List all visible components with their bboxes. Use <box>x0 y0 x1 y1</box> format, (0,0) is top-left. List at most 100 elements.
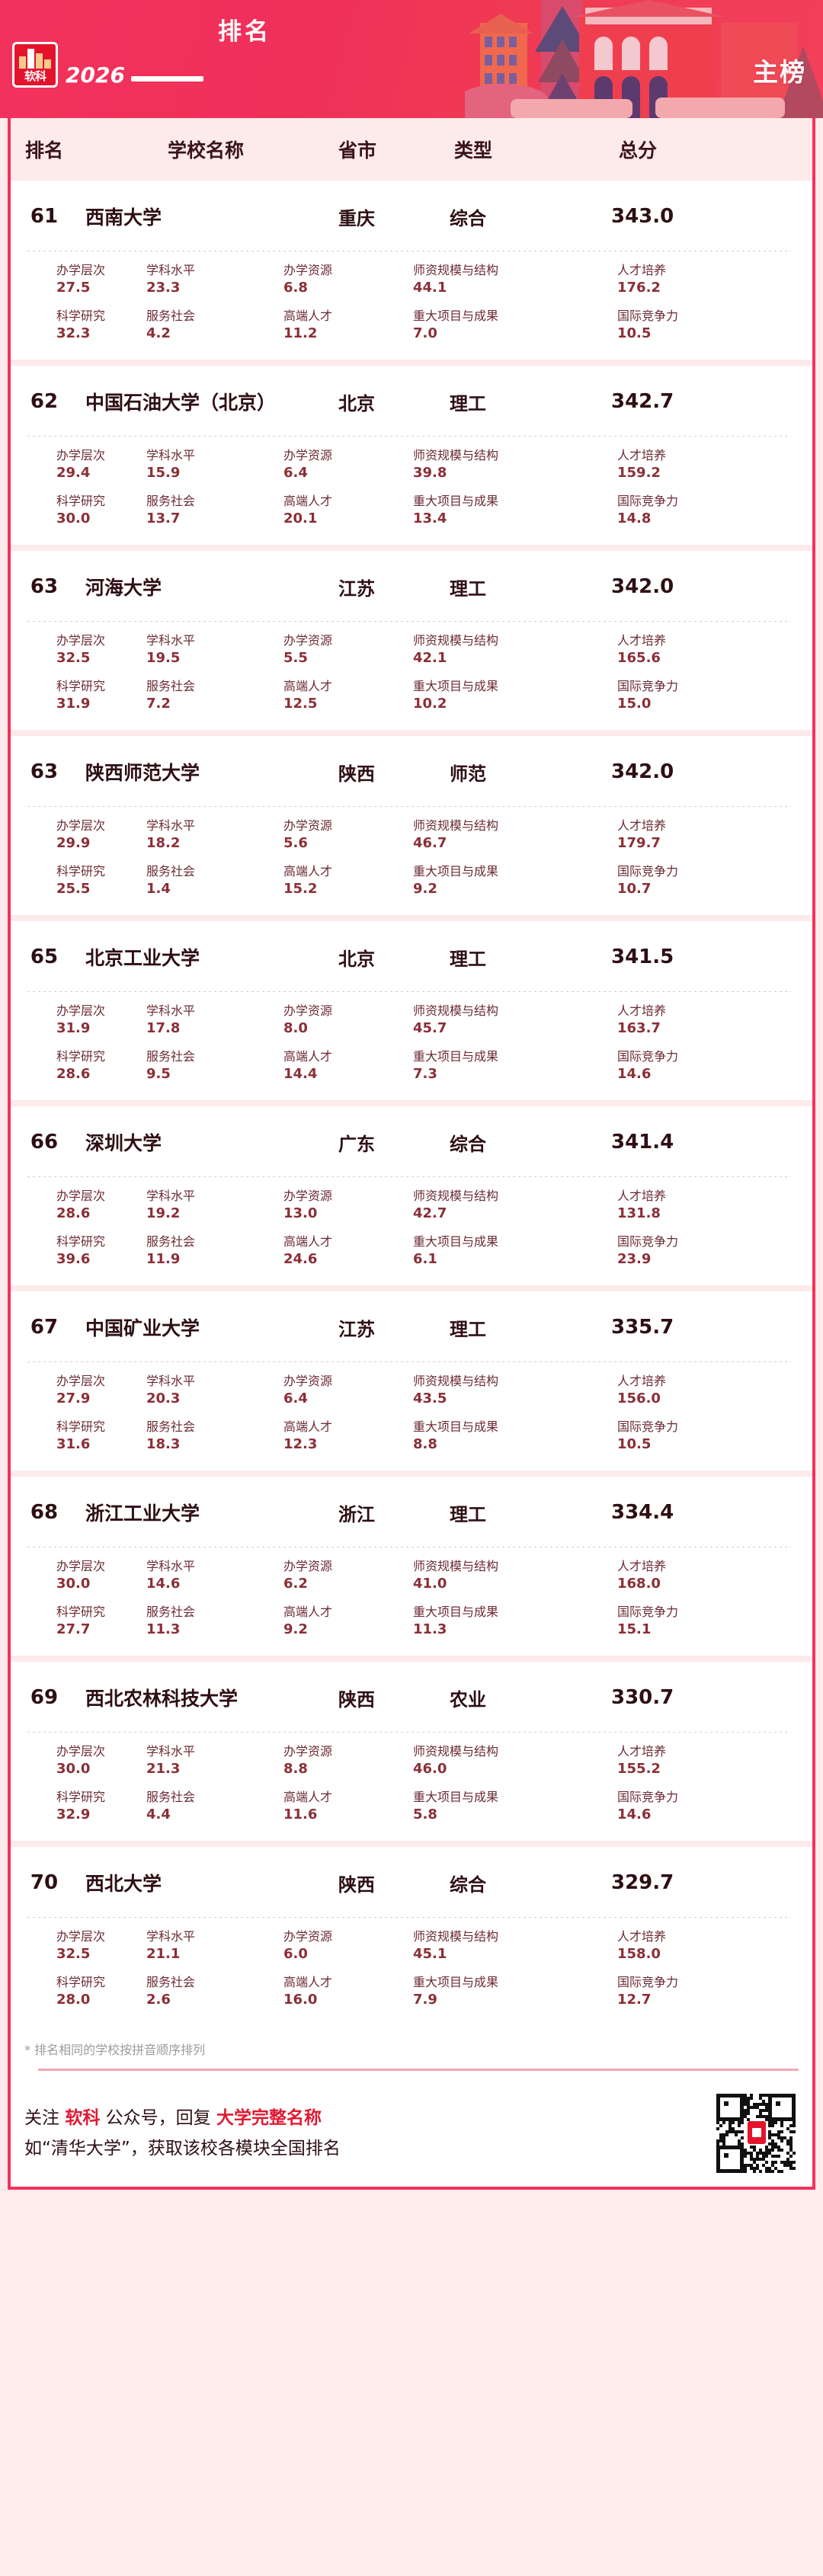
metrics-block: 办学层次 28.6 学科水平 19.2 办学资源 13.0 师资规模与结构 42.7 人才培养 1… <box>11 1177 812 1285</box>
cell-province: 广东 <box>338 1133 375 1155</box>
cell-name[interactable]: 河海大学 <box>85 577 162 599</box>
qr-code[interactable] <box>716 2094 796 2173</box>
metric-cell: 国际竞争力 14.6 <box>617 1048 754 1083</box>
metric-label: 师资规模与结构 <box>413 1744 499 1758</box>
table-row[interactable]: 63 陕西师范大学 陕西 师范 342.0 办学层次 29.9 学科水平 18.2 办学资源 5.6… <box>11 736 812 915</box>
table-row[interactable]: 70 西北大学 陕西 综合 329.7 办学层次 32.5 学科水平 21.1 办学资源 6.0 师资… <box>11 1847 812 2026</box>
metric-label: 师资规模与结构 <box>413 263 499 277</box>
metric-label: 办学层次 <box>56 1003 106 1018</box>
metric-label: 办学层次 <box>56 1559 106 1573</box>
cell-rank: 63 <box>30 760 59 783</box>
metric-cell: 办学层次 27.9 <box>56 1373 146 1408</box>
metric-cell: 重大项目与成果 9.2 <box>413 863 617 898</box>
metric-value: 8.0 <box>283 1020 308 1036</box>
metric-cell: 师资规模与结构 46.0 <box>413 1743 617 1778</box>
metric-cell: 服务社会 2.6 <box>146 1974 283 2009</box>
metric-label: 办学资源 <box>283 1744 333 1758</box>
ranking-table: 排名 学校名称 省市 类型 总分 61 西南大学 重庆 综合 343.0 办学层次 27.5… <box>8 118 815 2026</box>
metrics-row: 科学研究 27.7 服务社会 11.3 高端人才 9.2 重大项目与成果 11.3 国际竞争力 1… <box>56 1604 812 1639</box>
metric-cell: 办学资源 6.2 <box>283 1558 413 1593</box>
table-row[interactable]: 63 河海大学 江苏 理工 342.0 办学层次 32.5 学科水平 19.5 办学资源 5.5 师资… <box>11 551 812 730</box>
metric-value: 17.8 <box>146 1020 181 1036</box>
metrics-row: 办学层次 27.5 学科水平 23.3 办学资源 6.8 师资规模与结构 44.1 人才培养 17… <box>56 262 812 297</box>
table-row[interactable]: 68 浙江工业大学 浙江 理工 334.4 办学层次 30.0 学科水平 14.6 办学资源 6.2… <box>11 1477 812 1656</box>
metric-label: 服务社会 <box>146 679 196 693</box>
row-separator <box>11 1470 812 1477</box>
row-dotted-divider <box>27 806 791 807</box>
metric-label: 国际竞争力 <box>617 309 679 323</box>
metric-cell: 服务社会 7.2 <box>146 678 283 713</box>
metric-value: 7.2 <box>146 696 171 712</box>
metric-cell: 办学资源 6.4 <box>283 1373 413 1408</box>
logo-divider <box>130 76 203 82</box>
metric-cell: 人才培养 176.2 <box>617 262 754 297</box>
table-row[interactable]: 65 北京工业大学 北京 理工 341.5 办学层次 31.9 学科水平 17.8 办学资源 8.0… <box>11 921 812 1100</box>
metric-value: 5.5 <box>283 650 308 666</box>
table-row[interactable]: 61 西南大学 重庆 综合 343.0 办学层次 27.5 学科水平 23.3 办学资源 6.8 师资… <box>11 181 812 360</box>
table-row[interactable]: 62 中国石油大学（北京） 北京 理工 342.7 办学层次 29.4 学科水平 15.9 办学资… <box>11 366 812 545</box>
metric-label: 人才培养 <box>617 1003 667 1018</box>
metric-label: 重大项目与成果 <box>413 1605 499 1619</box>
metric-cell: 学科水平 20.3 <box>146 1373 283 1408</box>
metrics-row: 办学层次 29.9 学科水平 18.2 办学资源 5.6 师资规模与结构 46.7 人才培养 17… <box>56 818 812 853</box>
metric-cell: 师资规模与结构 45.7 <box>413 1003 617 1038</box>
metric-label: 高端人才 <box>283 1975 333 1989</box>
table-row[interactable]: 66 深圳大学 广东 综合 341.4 办学层次 28.6 学科水平 19.2 办学资源 13.0 师… <box>11 1106 812 1285</box>
metric-value: 31.9 <box>56 1020 91 1036</box>
metric-label: 国际竞争力 <box>617 494 679 508</box>
metric-value: 39.6 <box>56 1251 91 1267</box>
metric-value: 12.3 <box>283 1436 318 1452</box>
metric-cell: 办学层次 29.4 <box>56 447 146 482</box>
metric-value: 32.9 <box>56 1806 91 1822</box>
cell-rank: 62 <box>30 390 59 413</box>
metric-value: 11.3 <box>146 1621 181 1637</box>
metric-label: 重大项目与成果 <box>413 1234 499 1249</box>
footer-promo-text: 关注 软科 公众号，回复 大学完整名称 如“清华大学”，获取该校各模块全国排名 <box>24 2103 341 2165</box>
cell-name[interactable]: 深圳大学 <box>85 1132 162 1154</box>
metric-label: 师资规模与结构 <box>413 1189 499 1203</box>
metric-label: 国际竞争力 <box>617 1419 679 1434</box>
cell-score: 341.5 <box>611 946 674 968</box>
metric-label: 重大项目与成果 <box>413 309 499 323</box>
row-main: 68 浙江工业大学 浙江 理工 334.4 <box>11 1477 812 1538</box>
metric-value: 131.8 <box>617 1205 661 1221</box>
footer-line1-a: 关注 <box>24 2107 66 2128</box>
campus-illustration <box>465 0 823 118</box>
metric-label: 办学资源 <box>283 448 333 462</box>
cell-name[interactable]: 中国矿业大学 <box>85 1317 200 1339</box>
cell-name[interactable]: 西北农林科技大学 <box>85 1688 239 1710</box>
metric-label: 科学研究 <box>56 1790 106 1804</box>
metric-label: 办学资源 <box>283 1559 333 1573</box>
metric-label: 办学层次 <box>56 1189 106 1203</box>
metric-label: 人才培养 <box>617 1744 667 1758</box>
metric-cell: 重大项目与成果 7.0 <box>413 308 617 343</box>
cell-name[interactable]: 中国石油大学（北京） <box>85 392 277 414</box>
cell-name[interactable]: 西北大学 <box>85 1873 162 1895</box>
cell-name[interactable]: 西南大学 <box>85 206 162 229</box>
table-row[interactable]: 69 西北农林科技大学 陕西 农业 330.7 办学层次 30.0 学科水平 21.3 办学资源 8… <box>11 1662 812 1841</box>
metric-cell: 国际竞争力 10.5 <box>617 1419 754 1454</box>
metric-label: 学科水平 <box>146 1744 196 1758</box>
metric-cell: 服务社会 18.3 <box>146 1419 283 1454</box>
metric-value: 30.0 <box>56 1761 91 1777</box>
cell-name[interactable]: 北京工业大学 <box>85 947 200 969</box>
metrics-block: 办学层次 29.4 学科水平 15.9 办学资源 6.4 师资规模与结构 39.8 人才培养 15… <box>11 437 812 545</box>
cell-rank: 69 <box>30 1686 59 1709</box>
metric-cell: 科学研究 31.6 <box>56 1419 146 1454</box>
cell-name[interactable]: 陕西师范大学 <box>85 762 200 784</box>
cell-type: 理工 <box>450 1503 486 1525</box>
metric-label: 重大项目与成果 <box>413 1790 499 1804</box>
cell-name[interactable]: 浙江工业大学 <box>85 1502 200 1525</box>
cell-type: 理工 <box>450 948 486 970</box>
metric-cell: 服务社会 11.9 <box>146 1234 283 1269</box>
metric-value: 6.0 <box>283 1946 308 1962</box>
metric-cell: 办学层次 29.9 <box>56 818 146 853</box>
metrics-block: 办学层次 32.5 学科水平 19.5 办学资源 5.5 师资规模与结构 42.1 人才培养 16… <box>11 622 812 730</box>
metrics-row: 办学层次 29.4 学科水平 15.9 办学资源 6.4 师资规模与结构 39.8 人才培养 15… <box>56 447 812 482</box>
metrics-row: 办学层次 28.6 学科水平 19.2 办学资源 13.0 师资规模与结构 42.7 人才培养 1… <box>56 1188 812 1223</box>
table-row[interactable]: 67 中国矿业大学 江苏 理工 335.7 办学层次 27.9 学科水平 20.3 办学资源 6.4… <box>11 1291 812 1470</box>
metric-label: 服务社会 <box>146 1419 196 1434</box>
qr-finder-bottom-left <box>716 2146 744 2173</box>
metric-cell: 学科水平 21.3 <box>146 1743 283 1778</box>
metric-cell: 高端人才 16.0 <box>283 1974 413 2009</box>
